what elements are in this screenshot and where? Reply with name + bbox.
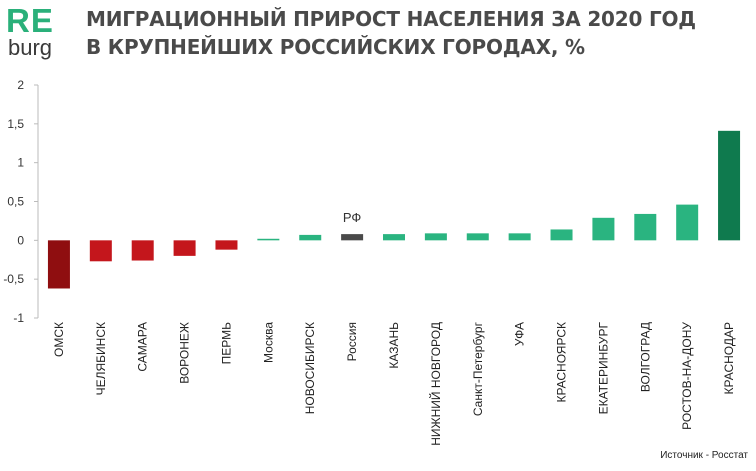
bar: [634, 213, 657, 241]
bar: [676, 204, 699, 241]
bar: [257, 238, 280, 241]
x-tick-label: САМАРА: [136, 322, 150, 372]
logo-burg: burg: [8, 35, 53, 60]
x-tick-label: КРАСНОДАР: [722, 322, 736, 394]
y-tick-label: 1: [17, 156, 24, 170]
bar: [47, 240, 70, 289]
x-tick-label: КАЗАНЬ: [387, 322, 401, 369]
x-tick-label: ЧЕЛЯБИНСК: [94, 322, 108, 395]
bar: [173, 240, 196, 256]
source-note: Источник - Росстат: [660, 450, 748, 461]
annotation-label: РФ: [343, 210, 362, 225]
y-tick-label: -0,5: [3, 272, 24, 286]
bar: [341, 234, 364, 241]
x-tick-label: Москва: [261, 322, 275, 363]
y-tick-label: 1,5: [7, 117, 24, 131]
bar: [550, 229, 573, 241]
chart-title: МИГРАЦИОННЫЙ ПРИРОСТ НАСЕЛЕНИЯ ЗА 2020 Г…: [86, 7, 696, 59]
logo-re: RE: [6, 2, 54, 39]
x-tick-label: РОСТОВ-НА-ДОНУ: [680, 322, 694, 430]
bar: [466, 233, 489, 241]
x-tick-label: ВОЛГОГРАД: [638, 322, 652, 392]
x-tick-label: Санкт-Петербург: [471, 321, 485, 416]
x-tick-label: ПЕРМЬ: [219, 322, 233, 364]
x-tick-label: НОВОСИБИРСК: [303, 322, 317, 414]
bar: [718, 130, 741, 241]
y-tick-label: 2: [17, 78, 24, 92]
x-tick-label: ВОРОНЕЖ: [178, 322, 192, 384]
bar: [592, 217, 615, 241]
x-tick-label: КРАСНОЯРСК: [555, 322, 569, 403]
logo: RE burg: [6, 4, 66, 60]
bar: [424, 233, 447, 241]
x-tick-label: НИЖНИЙ НОВГОРОД: [428, 322, 443, 446]
y-tick-label: -1: [13, 311, 24, 325]
x-tick-label: УФА: [513, 322, 527, 346]
y-tick-label: 0,5: [7, 195, 24, 209]
bar: [508, 233, 531, 241]
bar: [131, 240, 154, 261]
bar: [299, 234, 322, 241]
y-tick-label: 0: [17, 233, 24, 247]
bar: [383, 234, 405, 241]
x-tick-label: Россия: [345, 322, 359, 361]
x-tick-label: ОМСК: [52, 322, 66, 357]
bar: [89, 240, 112, 262]
x-tick-label: ЕКАТЕРИНБУРГ: [596, 322, 610, 415]
bar: [215, 240, 238, 250]
